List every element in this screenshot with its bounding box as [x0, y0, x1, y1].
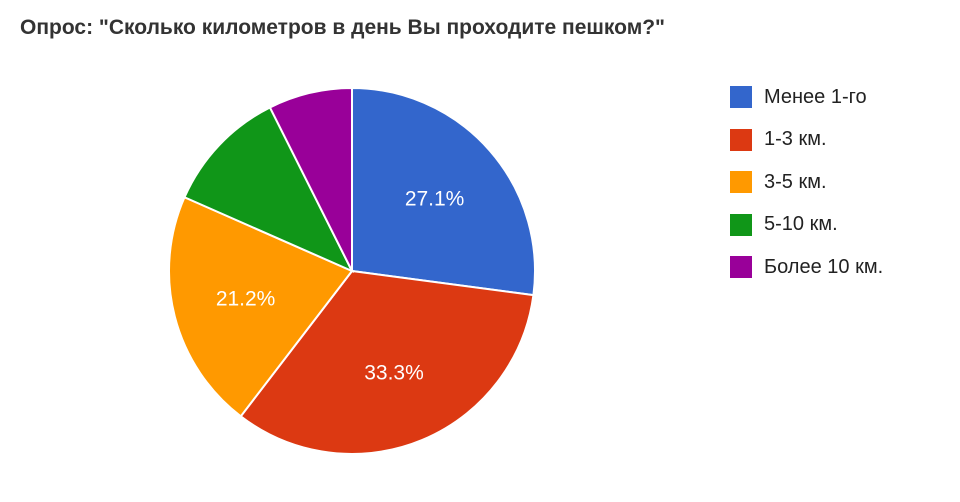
slice-label-3: 21.2%	[216, 287, 276, 310]
pie-slice-3[interactable]	[168, 195, 354, 418]
legend: Менее 1-го 1-3 км. 3-5 км. 5-10 км. Более 10…	[730, 86, 883, 299]
legend-label: Менее 1-го	[764, 85, 867, 108]
legend-swatch	[730, 86, 752, 108]
legend-item-4[interactable]: 5-10 км.	[730, 213, 883, 236]
legend-label: 1-3 км.	[764, 128, 827, 150]
pie-slice-1[interactable]	[351, 86, 536, 297]
slice-label-1: 27.1%	[405, 188, 465, 211]
pie-slice-2[interactable]	[239, 269, 535, 455]
legend-swatch	[730, 256, 752, 278]
legend-label: 3-5 км.	[764, 170, 827, 193]
legend-swatch	[730, 213, 752, 236]
legend-item-5[interactable]: Более 10 км.	[730, 256, 883, 278]
chart-title: Опрос: "Сколько километров в день Вы про…	[20, 16, 666, 39]
legend-swatch	[730, 128, 752, 151]
legend-label: 5-10 км.	[764, 213, 838, 235]
legend-item-1[interactable]: Менее 1-го	[730, 86, 883, 108]
legend-swatch	[730, 171, 752, 193]
pie-slice-4[interactable]	[183, 106, 355, 274]
legend-item-3[interactable]: 3-5 км.	[730, 171, 883, 193]
slice-label-2: 33.3%	[364, 361, 424, 384]
legend-label: Более 10 км.	[764, 255, 884, 278]
pie-slice-5[interactable]	[268, 86, 353, 272]
legend-item-2[interactable]: 1-3 км.	[730, 128, 883, 151]
